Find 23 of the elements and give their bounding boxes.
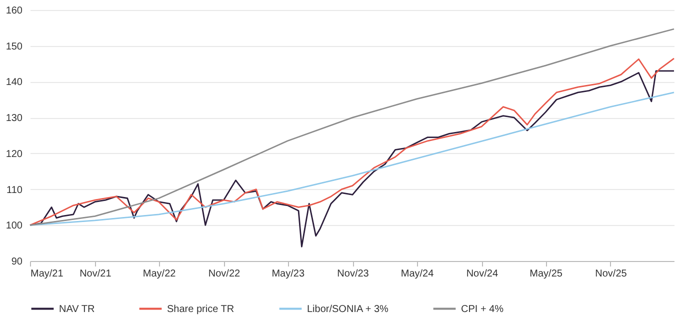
y-tick-label: 150 (6, 41, 23, 52)
x-tick-label: May/25 (530, 268, 563, 280)
y-tick-label: 110 (6, 184, 23, 196)
legend-label: CPI + 4% (461, 304, 504, 315)
x-tick-label: May/23 (272, 268, 305, 280)
y-tick-label: 160 (6, 6, 23, 16)
line-series (29, 92, 675, 226)
x-tick-label: May/24 (400, 268, 434, 280)
x-tick-label: May/22 (142, 268, 176, 280)
x-tick-label: Nov/21 (80, 268, 112, 280)
legend-label: Share price TR (167, 304, 234, 315)
y-tick-label: 100 (6, 220, 23, 232)
legend-label: NAV TR (59, 304, 95, 315)
x-tick-label: Nov/23 (337, 268, 370, 280)
y-tick-label: 90 (11, 256, 23, 268)
y-tick-label: 130 (6, 113, 23, 124)
x-tick-label: Nov/25 (595, 268, 628, 280)
y-tick-label: 140 (6, 77, 23, 88)
x-tick-label: Nov/22 (208, 268, 241, 280)
x-tick-label: Nov/24 (466, 268, 498, 280)
x-tick-label: May/21 (30, 268, 64, 280)
legend-label: Libor/SONIA + 3% (307, 304, 389, 315)
y-tick-label: 120 (6, 148, 23, 160)
